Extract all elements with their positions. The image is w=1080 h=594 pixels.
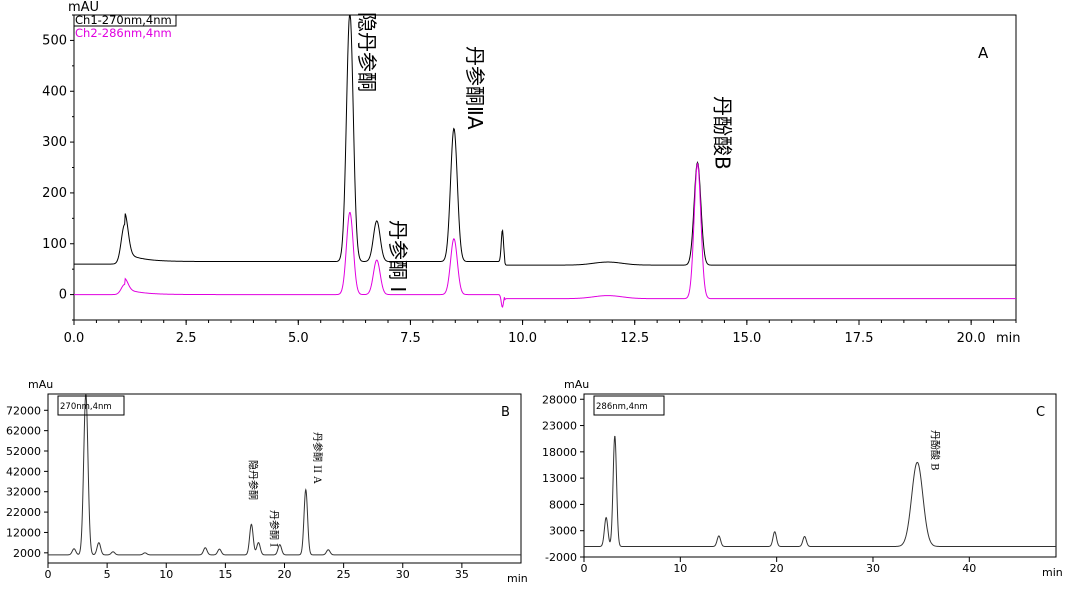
y-tick-label: 72000	[6, 404, 41, 417]
x-tick-label: 5	[104, 568, 111, 581]
legend-box	[593, 395, 665, 416]
series-line-1	[48, 393, 521, 556]
y-tick-label: 52000	[6, 445, 41, 458]
panel-label: A	[978, 44, 989, 62]
peak-label: 隐丹参酮	[355, 12, 379, 92]
x-tick-label: 7.5	[400, 331, 421, 346]
y-tick-label: -2000	[545, 551, 577, 564]
y-tick-label: 500	[42, 33, 67, 48]
y-tick-label: 22000	[6, 506, 41, 519]
peak-label: 丹参酮 I	[267, 510, 280, 547]
x-tick-label: 20	[770, 562, 784, 575]
x-tick-label: 10.0	[508, 331, 537, 346]
y-tick-label: 13000	[542, 472, 577, 485]
x-tick-label: 30	[396, 568, 410, 581]
plot-frame	[583, 393, 1057, 558]
peak-label: 隐丹参酮	[246, 460, 259, 500]
y-tick-label: 2000	[13, 547, 41, 560]
y-tick-label: 28000	[542, 393, 577, 406]
x-tick-label: 20	[278, 568, 292, 581]
series-line-1	[74, 14, 1016, 266]
y-tick-label: 62000	[6, 425, 41, 438]
x-axis-label: min	[996, 331, 1021, 346]
x-tick-label: 0	[581, 562, 588, 575]
peak-label: 丹酚酸B	[711, 96, 735, 170]
y-tick-label: 42000	[6, 465, 41, 478]
panel-C: -2000 3000 8000 13000 18000 23000 28000 0 10 20 30…	[542, 378, 1063, 579]
y-axis-label: mAu	[28, 378, 53, 391]
x-tick-label: 15.0	[732, 331, 761, 346]
y-tick-label: 3000	[549, 525, 577, 538]
series-line-2	[74, 162, 1016, 308]
peak-label: 丹参酮ⅡA	[463, 46, 487, 130]
legend-box	[57, 395, 125, 416]
y-tick-label: 23000	[542, 420, 577, 433]
x-tick-label: 10	[159, 568, 173, 581]
x-axis-label: min	[1042, 566, 1063, 579]
panel-B: 2000 12000 22000 32000 42000 52000 62000 72000 0…	[6, 378, 528, 585]
y-tick-label: 0	[59, 288, 67, 303]
panel-label: B	[501, 405, 510, 420]
y-axis-label: mAU	[68, 0, 99, 15]
peak-label: 丹参酮 I	[386, 220, 410, 292]
y-tick-label: 12000	[6, 526, 41, 539]
x-tick-label: 12.5	[620, 331, 649, 346]
x-tick-label: 0	[45, 568, 52, 581]
panel-label: C	[1036, 405, 1045, 420]
peak-label: 丹酚酸 B	[928, 430, 941, 471]
legend-entry-1: Ch1-270nm,4nm	[75, 13, 172, 27]
x-tick-label: 40	[962, 562, 976, 575]
y-tick-label: 300	[42, 135, 67, 150]
series-line-1	[584, 435, 1056, 547]
plot-frame	[47, 393, 522, 564]
legend-box	[73, 14, 177, 27]
x-tick-label: 25	[337, 568, 351, 581]
panel-A: 0 100 200 300 400 500 0.0 2.5 5.0 7.5 10.0 12.5 15.0…	[42, 0, 1020, 346]
y-axis-label: mAu	[564, 378, 589, 391]
plot-frame	[73, 14, 1017, 321]
legend-entry-2: Ch2-286nm,4nm	[75, 26, 172, 40]
y-tick-label: 400	[42, 84, 67, 99]
y-tick-label: 32000	[6, 486, 41, 499]
y-tick-label: 200	[42, 186, 67, 201]
x-tick-label: 2.5	[176, 331, 197, 346]
x-tick-label: 5.0	[288, 331, 309, 346]
y-tick-label: 8000	[549, 498, 577, 511]
peak-label: 丹参酮 II A	[311, 432, 324, 484]
x-tick-label: 30	[866, 562, 880, 575]
legend-entry: 270nm,4nm	[60, 402, 112, 412]
legend-entry: 286nm,4nm	[596, 402, 648, 412]
x-tick-label: 17.5	[845, 331, 874, 346]
x-axis-label: min	[507, 572, 528, 585]
x-tick-label: 20.0	[957, 331, 986, 346]
y-tick-label: 18000	[542, 446, 577, 459]
x-tick-label: 15	[218, 568, 232, 581]
x-tick-label: 0.0	[64, 331, 85, 346]
y-tick-label: 100	[42, 237, 67, 252]
x-tick-label: 35	[455, 568, 469, 581]
x-tick-label: 10	[673, 562, 687, 575]
